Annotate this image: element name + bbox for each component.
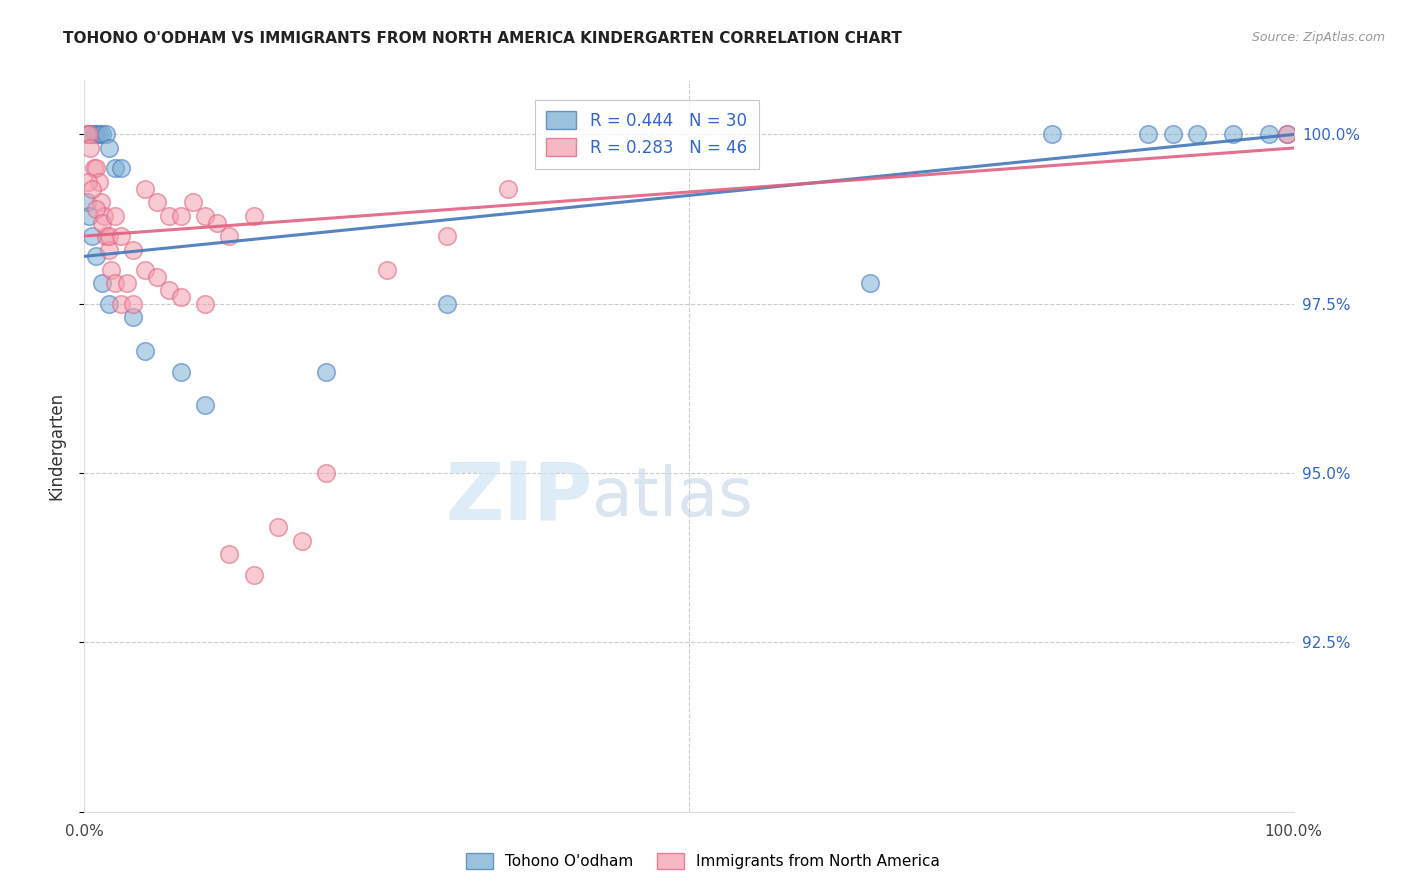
Point	[77, 128, 100, 142]
Point	[121, 310, 143, 325]
Point	[77, 209, 100, 223]
Point	[83, 161, 105, 176]
Point	[134, 344, 156, 359]
Text: TOHONO O'ODHAM VS IMMIGRANTS FROM NORTH AMERICA KINDERGARTEN CORRELATION CHART: TOHONO O'ODHAM VS IMMIGRANTS FROM NORTH …	[63, 31, 903, 46]
Point	[436, 297, 458, 311]
Point	[79, 141, 101, 155]
Point	[181, 195, 204, 210]
Point	[157, 209, 180, 223]
Point	[77, 128, 100, 142]
Point	[100, 263, 122, 277]
Point	[242, 567, 264, 582]
Point	[267, 520, 290, 534]
Point	[218, 547, 240, 561]
Point	[77, 175, 100, 189]
Point	[218, 229, 240, 244]
Point	[76, 128, 98, 142]
Point	[194, 297, 217, 311]
Point	[1161, 128, 1184, 142]
Point	[146, 195, 169, 210]
Point	[110, 161, 132, 176]
Point	[110, 229, 132, 244]
Point	[1040, 128, 1063, 142]
Point	[91, 277, 114, 291]
Point	[315, 364, 337, 378]
Point	[134, 181, 156, 195]
Point	[207, 215, 229, 229]
Point	[91, 215, 114, 229]
Point	[86, 128, 108, 142]
Point	[291, 533, 314, 548]
Point	[170, 290, 193, 304]
Point	[1185, 128, 1208, 142]
Point	[90, 195, 112, 210]
Point	[110, 297, 132, 311]
Point	[436, 229, 458, 244]
Point	[86, 202, 108, 216]
Text: Source: ZipAtlas.com: Source: ZipAtlas.com	[1251, 31, 1385, 45]
Point	[194, 209, 217, 223]
Point	[97, 243, 120, 257]
Point	[242, 209, 264, 223]
Point	[121, 297, 143, 311]
Point	[315, 466, 337, 480]
Point	[97, 141, 120, 155]
Point	[121, 243, 143, 257]
Point	[79, 128, 101, 142]
Point	[104, 209, 127, 223]
Point	[1222, 128, 1244, 142]
Point	[86, 161, 108, 176]
Point	[1277, 128, 1299, 142]
Point	[91, 128, 114, 142]
Point	[146, 269, 169, 284]
Point	[170, 209, 193, 223]
Text: ZIP: ZIP	[444, 458, 592, 536]
Point	[375, 263, 398, 277]
Text: atlas: atlas	[592, 464, 754, 530]
Point	[87, 128, 110, 142]
Point	[170, 364, 193, 378]
Point	[76, 195, 98, 210]
Point	[97, 229, 120, 244]
Point	[104, 277, 127, 291]
Point	[97, 297, 120, 311]
Point	[115, 277, 138, 291]
Point	[1277, 128, 1299, 142]
Point	[83, 128, 105, 142]
Point	[496, 181, 519, 195]
Point	[94, 128, 117, 142]
Legend: R = 0.444   N = 30, R = 0.283   N = 46: R = 0.444 N = 30, R = 0.283 N = 46	[534, 100, 758, 169]
Legend: Tohono O'odham, Immigrants from North America: Tohono O'odham, Immigrants from North Am…	[460, 847, 946, 875]
Point	[134, 263, 156, 277]
Y-axis label: Kindergarten: Kindergarten	[48, 392, 66, 500]
Point	[94, 229, 117, 244]
Point	[194, 398, 217, 412]
Point	[1137, 128, 1160, 142]
Point	[86, 249, 108, 263]
Point	[859, 277, 882, 291]
Point	[104, 161, 127, 176]
Point	[157, 283, 180, 297]
Point	[87, 175, 110, 189]
Point	[1258, 128, 1281, 142]
Point	[80, 229, 103, 244]
Point	[80, 181, 103, 195]
Point	[93, 209, 115, 223]
